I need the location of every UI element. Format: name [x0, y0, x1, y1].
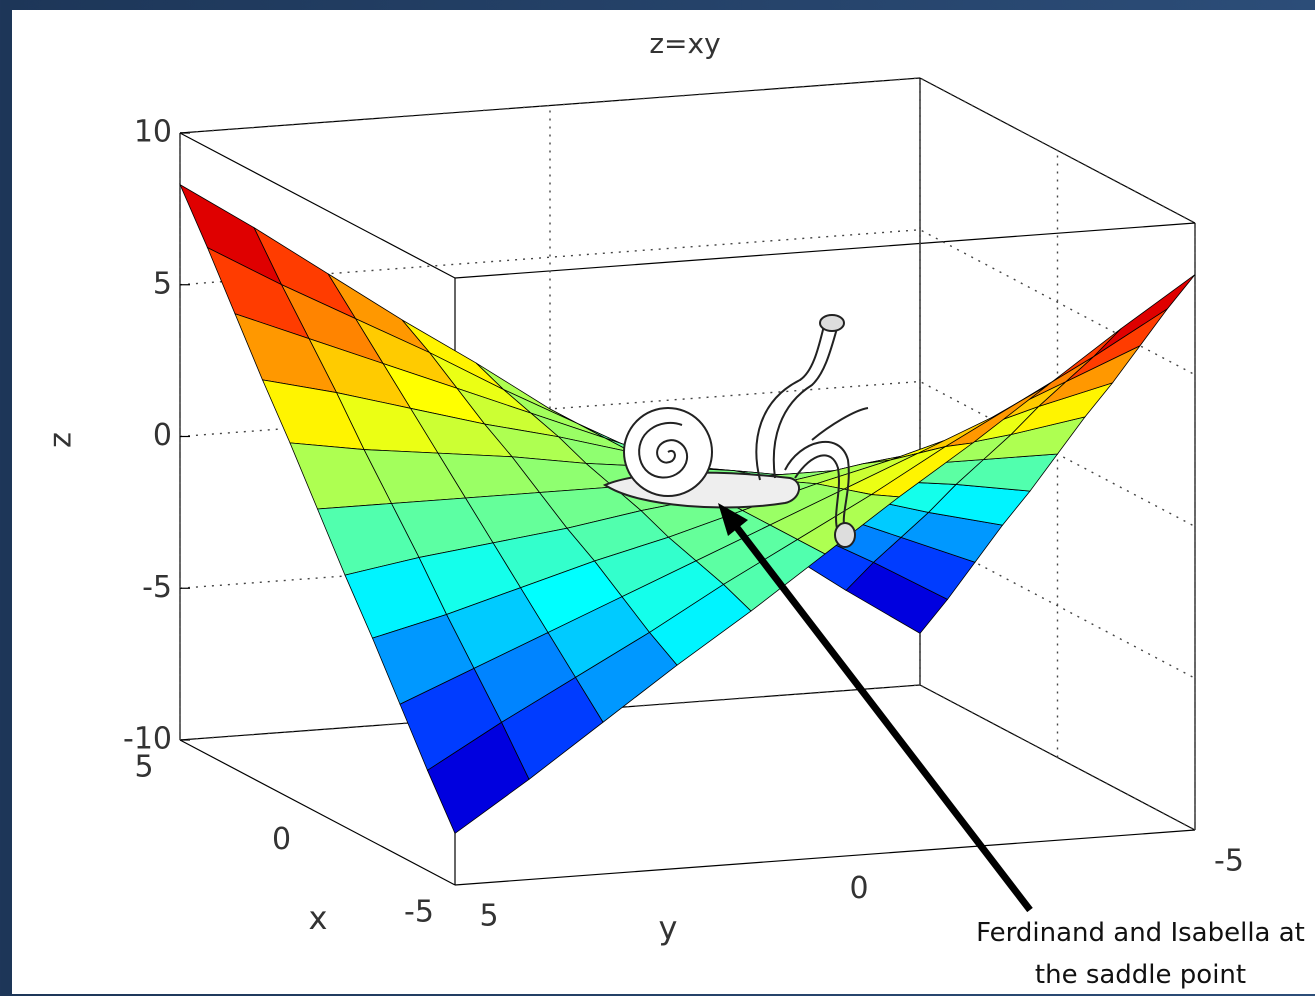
chart-title: z=xy	[649, 27, 720, 60]
surface-patch	[1093, 274, 1196, 357]
grid-line	[179, 77, 1196, 224]
z-tick-label: 10	[134, 115, 172, 150]
y-tick-label: 5	[479, 899, 498, 934]
box-edge	[179, 132, 456, 279]
z-tick-label: -5	[142, 570, 172, 605]
annotation-arrow	[718, 503, 1033, 913]
z-tick-label: -10	[123, 722, 172, 757]
x-axis-label: x	[309, 899, 328, 937]
box-edge	[454, 829, 1196, 886]
z-tick-label: 0	[153, 418, 172, 453]
box-edge	[179, 739, 456, 886]
surface-patch	[426, 721, 530, 835]
grid-line	[179, 684, 1196, 831]
z-tick-label: 5	[153, 266, 172, 301]
x-tick-label: -5	[404, 895, 434, 930]
x-tick-label: 0	[272, 822, 291, 857]
annotation: Ferdinand and Isabella at the saddle poi…	[976, 918, 1305, 990]
y-axis-label: y	[659, 909, 678, 947]
box-edge	[179, 77, 921, 134]
y-tick-label: 0	[849, 871, 868, 906]
snail-drawing	[602, 314, 869, 548]
box-edge	[454, 222, 1196, 279]
x-tick-label: 5	[134, 750, 153, 785]
z-axis-label: z	[44, 432, 79, 448]
y-tick-label: -5	[1214, 844, 1244, 879]
